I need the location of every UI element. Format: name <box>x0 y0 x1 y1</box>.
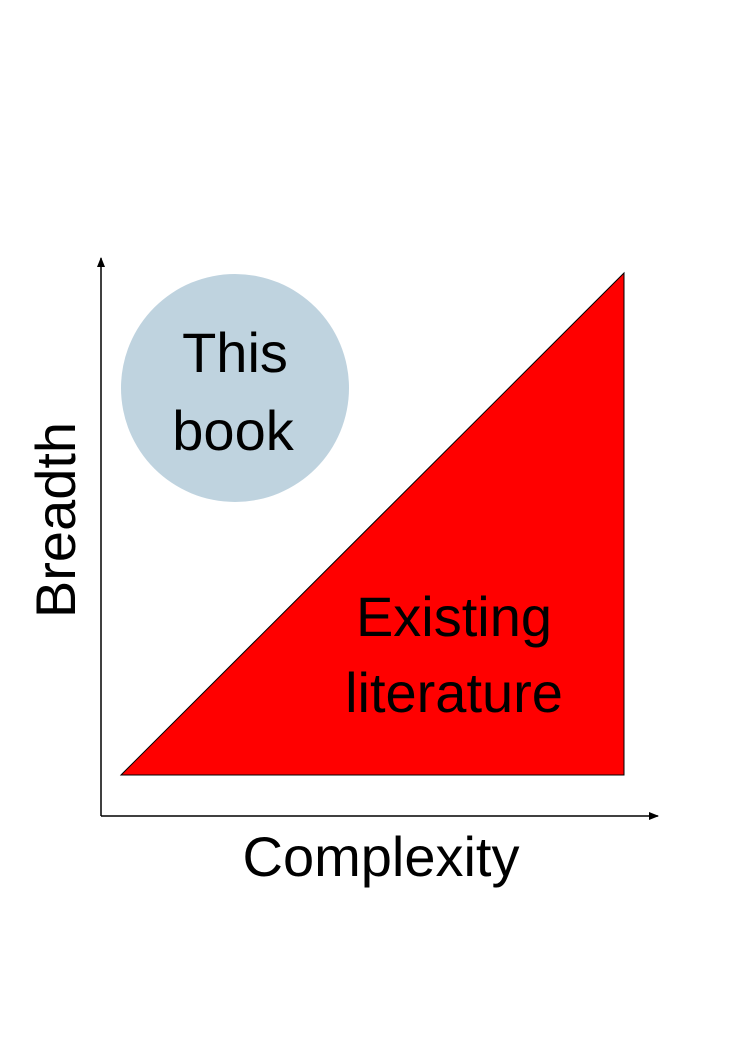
this-book-label-line1: This <box>182 321 288 384</box>
y-axis-label: Breadth <box>24 422 87 618</box>
existing-literature-label-line1: Existing <box>356 585 552 648</box>
this-book-label-line2: book <box>172 399 294 462</box>
x-axis-label: Complexity <box>243 825 520 888</box>
existing-literature-triangle <box>119 271 625 776</box>
existing-literature-label-line2: literature <box>345 661 563 724</box>
this-book-circle <box>121 274 349 502</box>
